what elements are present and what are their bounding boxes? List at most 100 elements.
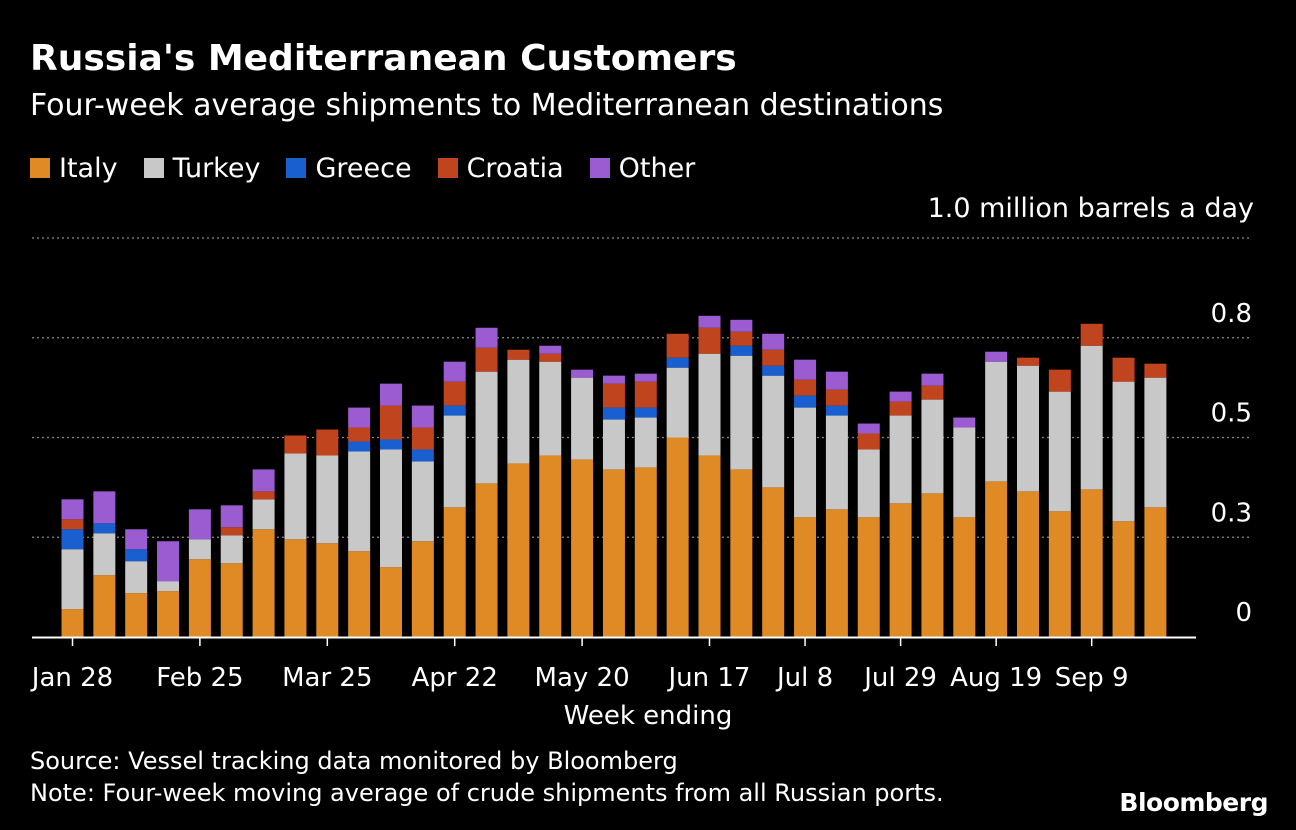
legend-swatch-turkey (143, 158, 164, 178)
bar-segment-other (220, 505, 243, 528)
bar-segment-turkey (61, 549, 84, 610)
legend-label-greece: Greece (315, 152, 412, 184)
legend-label-other: Other (618, 152, 696, 184)
bar-segment-other (571, 369, 594, 378)
bar-segment-other (443, 361, 466, 382)
bar-segment-turkey (921, 399, 944, 494)
bar-segment-greece (443, 405, 466, 416)
x-tick-label: Feb 25 (156, 663, 243, 693)
y-axis-unit-label: 1.0 million barrels a day (927, 193, 1254, 224)
bar-segment-italy (730, 469, 753, 637)
bar-segment-croatia (380, 405, 402, 440)
bar-segment-turkey (889, 415, 912, 504)
bar-segment-turkey (284, 453, 307, 540)
bar-segment-turkey (698, 353, 721, 456)
legend-swatch-other (589, 158, 610, 178)
x-tick-label: May 20 (535, 663, 630, 693)
bar-segment-turkey (348, 451, 371, 552)
bar-segment-croatia (857, 433, 880, 450)
bar-segment-italy (634, 467, 657, 637)
bar-segment-turkey (825, 415, 848, 510)
bar-segment-italy (857, 517, 880, 637)
bar-segment-croatia (220, 527, 243, 536)
legend-swatch-croatia (437, 158, 458, 178)
bar-segment-italy (93, 575, 116, 637)
bar-segment-other (380, 383, 402, 406)
bar-segment-croatia (1144, 363, 1167, 378)
bar-segment-other (188, 509, 211, 540)
bar-segment-other (698, 315, 721, 328)
source-note: Source: Vessel tracking data monitored b… (30, 747, 678, 775)
bar-segment-turkey (220, 535, 243, 564)
bar-segment-other (794, 359, 817, 380)
bar-segment-italy (507, 463, 530, 637)
bar-segment-turkey (411, 461, 434, 542)
bar-segment-turkey (666, 367, 689, 438)
bar-segment-other (825, 371, 848, 390)
legend-label-croatia: Croatia (466, 152, 564, 184)
x-tick-label: Jun 17 (667, 663, 751, 693)
bar-segment-italy (188, 559, 211, 637)
bar-segment-other (730, 319, 753, 332)
bar-segment-other (157, 541, 180, 582)
bar-segment-turkey (93, 533, 116, 576)
bar-segment-other (539, 345, 562, 354)
bar-segment-turkey (1017, 365, 1039, 492)
bar-segment-italy (411, 541, 434, 637)
bar-segment-other (348, 407, 371, 428)
legend-item-greece: Greece (286, 152, 412, 184)
bar-segment-italy (61, 609, 84, 637)
bar-segment-italy (985, 481, 1008, 637)
bar-segment-italy (794, 517, 817, 637)
chart-subtitle: Four-week average shipments to Mediterra… (30, 88, 944, 123)
legend-item-turkey: Turkey (143, 153, 260, 184)
bar-segment-greece (125, 549, 148, 562)
x-tick-label: Apr 22 (412, 663, 498, 693)
bar-segment-italy (1080, 489, 1103, 637)
bar-segment-turkey (475, 371, 498, 484)
bar-segment-italy (157, 591, 180, 637)
bar-segment-greece (794, 395, 817, 408)
bar-segment-italy (443, 507, 466, 637)
bar-segment-croatia (889, 401, 912, 416)
bar-segment-croatia (475, 347, 498, 372)
bar-segment-greece (730, 345, 753, 356)
bar-segment-italy (889, 503, 912, 637)
bar-segment-croatia (698, 327, 721, 354)
bar-segment-italy (1112, 521, 1135, 637)
bar-segment-turkey (539, 361, 562, 456)
bar-segment-italy (475, 483, 498, 637)
bar-segment-italy (953, 517, 976, 637)
y-tick-label: 0.3 (1211, 498, 1252, 528)
bar-segment-other (61, 499, 84, 520)
bar-segment-greece (666, 357, 689, 368)
legend-item-italy: Italy (30, 153, 118, 184)
y-tick-label: 0.5 (1211, 399, 1252, 429)
bar-segment-italy (380, 567, 402, 637)
bar-segment-croatia (1048, 369, 1071, 392)
footnote: Note: Four-week moving average of crude … (30, 779, 944, 807)
bar-segment-turkey (634, 417, 657, 468)
legend: Italy Turkey Greece Croatia Other (30, 150, 721, 186)
bar-segment-croatia (443, 381, 466, 406)
bar-segment-greece (61, 529, 84, 550)
x-tick-label: Jul 8 (775, 663, 833, 693)
bar-segment-croatia (825, 389, 848, 406)
bar-segment-turkey (157, 581, 180, 592)
bar-segment-other (125, 529, 148, 550)
bar-segment-turkey (953, 427, 976, 518)
bar-segment-greece (634, 407, 657, 418)
bar-segment-italy (348, 551, 371, 637)
x-tick-label: Sep 9 (1055, 663, 1129, 693)
bar-segment-turkey (730, 355, 753, 470)
bar-segment-croatia (762, 349, 785, 366)
bar-segment-greece (411, 449, 434, 462)
bar-segment-greece (602, 407, 625, 420)
bloomberg-logo: Bloomberg (1119, 788, 1268, 817)
bar-segment-italy (571, 459, 594, 637)
bar-segment-croatia (730, 331, 753, 346)
bar-segment-croatia (284, 435, 307, 454)
bar-segment-italy (220, 563, 243, 637)
bar-segment-turkey (602, 419, 625, 470)
bar-segment-other (634, 373, 657, 382)
